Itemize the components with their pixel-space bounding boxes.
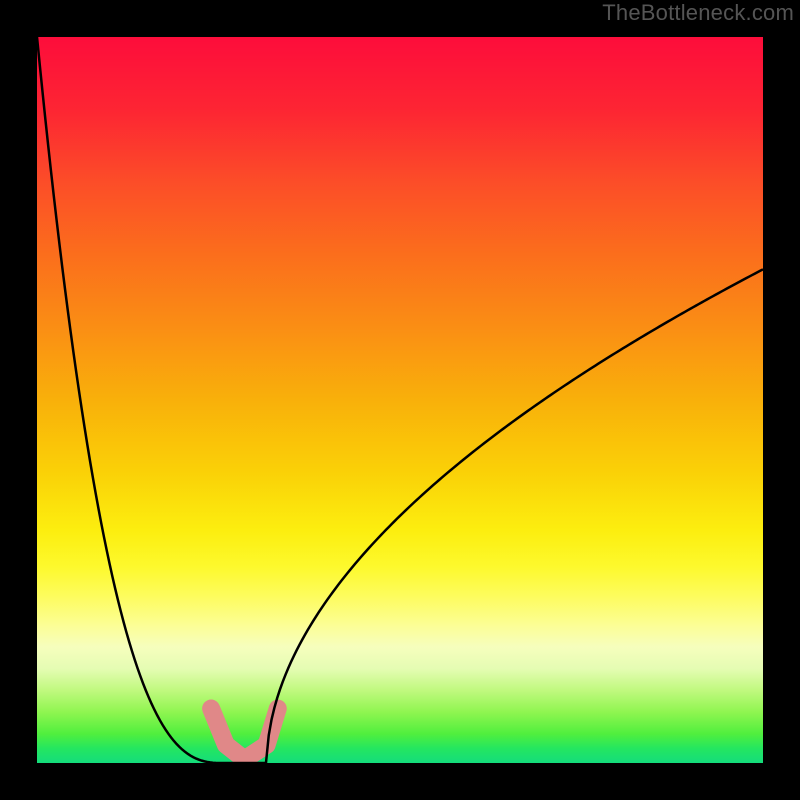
watermark-text: TheBottleneck.com [602, 0, 794, 26]
chart-container: TheBottleneck.com [0, 0, 800, 800]
chart-svg [0, 0, 800, 800]
